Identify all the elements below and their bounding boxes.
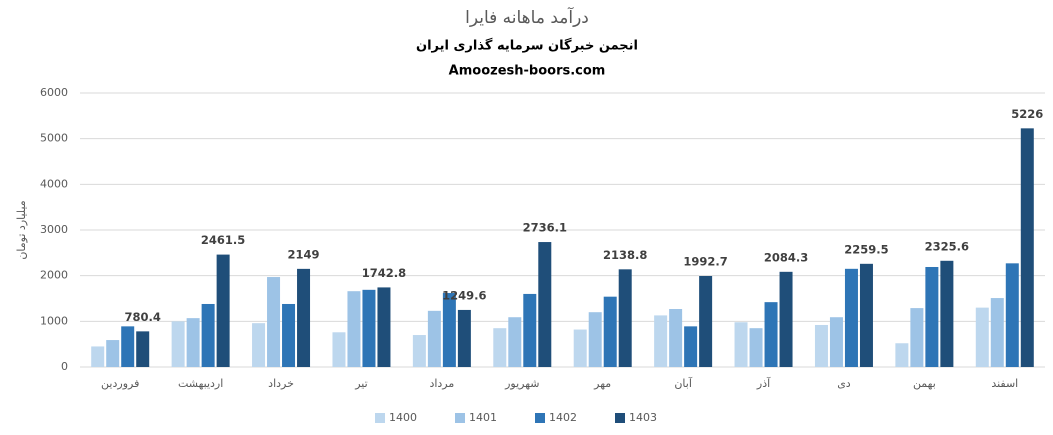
x-tick-label: تیر <box>354 377 367 390</box>
bar <box>171 321 185 367</box>
bar <box>895 343 909 367</box>
data-label: 780.4 <box>125 310 161 324</box>
bar <box>427 310 441 367</box>
legend-label: 1402 <box>549 411 577 424</box>
bar <box>603 296 617 367</box>
bar <box>91 346 105 367</box>
bar <box>684 326 698 367</box>
bar <box>669 309 683 367</box>
y-tick-label: 4000 <box>40 177 68 190</box>
bar <box>1020 128 1034 367</box>
data-label: 2461.5 <box>201 233 245 247</box>
x-tick-label: شهریور <box>504 377 539 390</box>
data-label: 2149 <box>288 247 320 261</box>
bar <box>508 317 522 367</box>
y-tick-label: 0 <box>61 360 68 373</box>
legend-swatch <box>455 413 465 423</box>
bar <box>618 269 632 367</box>
x-tick-label: اردیبهشت <box>178 377 223 390</box>
bar <box>106 340 120 367</box>
bar <box>654 315 668 367</box>
bar <box>121 326 135 367</box>
bar <box>457 309 471 367</box>
data-label: 2138.8 <box>603 248 647 262</box>
bar <box>975 307 989 367</box>
x-tick-label: آذر <box>756 376 771 390</box>
bar <box>523 293 537 367</box>
y-tick-label: 2000 <box>40 269 68 282</box>
x-tick-label: بهمن <box>913 377 936 390</box>
bar <box>412 335 426 367</box>
x-tick-label: دی <box>837 377 851 390</box>
y-axis-label: میلیارد تومان <box>15 200 28 259</box>
chart-source: Amoozesh-boors.com <box>449 64 606 79</box>
x-tick-label: مهر <box>593 377 611 390</box>
data-label: 1249.6 <box>442 288 486 302</box>
bar <box>925 266 939 367</box>
data-label: 2736.1 <box>523 221 567 235</box>
bar <box>297 268 311 367</box>
bar <box>538 242 552 367</box>
bar <box>573 329 587 367</box>
data-label: 1742.8 <box>362 266 406 280</box>
x-tick-label: اسفند <box>991 377 1018 390</box>
chart-subtitle: انجمن خبرگان سرمایه گذاری ایران <box>416 38 638 54</box>
bar <box>764 302 778 367</box>
chart-title: درآمد ماهانه فایرا <box>465 6 589 28</box>
bar <box>699 276 713 367</box>
bar <box>910 308 924 367</box>
bar <box>859 263 873 367</box>
bar <box>940 260 954 367</box>
bar <box>1005 263 1019 367</box>
bar <box>749 328 763 367</box>
bar <box>844 268 858 367</box>
data-label: 2259.5 <box>844 242 888 256</box>
legend-swatch <box>375 413 385 423</box>
bar <box>252 323 266 367</box>
y-tick-label: 3000 <box>40 223 68 236</box>
bar <box>282 303 296 367</box>
bar <box>588 312 602 367</box>
bar <box>493 328 507 367</box>
legend-label: 1400 <box>389 411 417 424</box>
bar <box>216 254 230 367</box>
data-label: 2084.3 <box>764 250 808 264</box>
data-label: 1992.7 <box>683 255 727 269</box>
bar <box>377 287 391 367</box>
bar <box>136 331 150 367</box>
legend-swatch <box>535 413 545 423</box>
bar <box>442 293 456 367</box>
bar <box>347 291 361 367</box>
bar <box>990 298 1004 367</box>
bar <box>362 289 376 367</box>
legend-label: 1403 <box>629 411 657 424</box>
y-tick-label: 6000 <box>40 86 68 99</box>
data-label: 5226 <box>1011 107 1043 121</box>
data-label: 2325.6 <box>925 239 969 253</box>
x-tick-label: مرداد <box>429 377 454 390</box>
bar <box>734 322 748 367</box>
bar <box>829 317 843 367</box>
legend-label: 1401 <box>469 411 497 424</box>
x-tick-label: فروردین <box>101 377 139 390</box>
bar <box>814 324 828 367</box>
legend-swatch <box>615 413 625 423</box>
y-tick-label: 1000 <box>40 314 68 327</box>
y-tick-label: 5000 <box>40 132 68 145</box>
x-tick-label: خرداد <box>268 377 294 390</box>
x-tick-label: آبان <box>674 376 692 390</box>
bar <box>186 318 200 367</box>
bar <box>779 271 793 367</box>
bar <box>201 303 215 367</box>
bar <box>332 332 346 367</box>
bar <box>267 277 281 367</box>
